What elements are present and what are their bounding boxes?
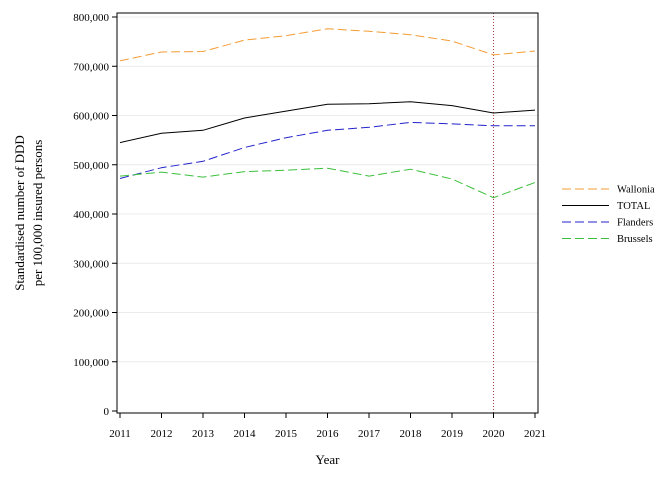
x-tick-label: 2021 bbox=[524, 428, 546, 440]
legend-label-wallonia: Wallonia bbox=[617, 185, 655, 196]
x-tick-label: 2011 bbox=[109, 428, 131, 440]
series-line-wallonia bbox=[119, 28, 536, 62]
x-tick-label: 2016 bbox=[317, 428, 340, 440]
x-axis: 2011 2012 2013 2014 2015 2016 2017 2018 2019 2020… bbox=[109, 413, 546, 440]
y-tick-label: 800,000 bbox=[73, 12, 109, 24]
y-tick-label: 200,000 bbox=[73, 308, 109, 320]
series-line-brussels bbox=[119, 167, 536, 199]
legend-label-brussels: Brussels bbox=[617, 234, 653, 245]
x-tick-label: 2012 bbox=[151, 428, 173, 440]
y-axis-label-line-1: Standardised number of DDD bbox=[12, 135, 27, 291]
x-tick-label: 2020 bbox=[483, 428, 506, 440]
x-tick-label: 2014 bbox=[234, 428, 257, 440]
series-lines bbox=[119, 28, 536, 199]
x-tick-label: 2017 bbox=[358, 428, 381, 440]
legend-label-total: TOTAL bbox=[617, 201, 650, 212]
legend-label-flanders: Flanders bbox=[617, 218, 653, 229]
y-axis-label-line-2: per 100,000 insured persons bbox=[30, 140, 45, 287]
y-axis: 0 100,000 200,000 300,000 400,000 500,000 600,… bbox=[73, 12, 117, 418]
x-tick-label: 2019 bbox=[441, 428, 464, 440]
y-tick-label: 300,000 bbox=[73, 258, 109, 270]
x-tick-label: 2013 bbox=[192, 428, 215, 440]
x-tick-label: 2018 bbox=[400, 428, 423, 440]
gridlines bbox=[117, 16, 538, 363]
y-tick-label: 600,000 bbox=[73, 111, 109, 123]
y-tick-label: 400,000 bbox=[73, 209, 109, 221]
y-tick-label: 100,000 bbox=[73, 357, 109, 369]
x-axis-label: Year bbox=[316, 452, 341, 467]
legend: Wallonia TOTAL Flanders Brussels bbox=[562, 185, 655, 245]
series-line-flanders bbox=[119, 121, 535, 179]
plot-frame bbox=[116, 12, 539, 414]
y-tick-label: 500,000 bbox=[73, 160, 109, 172]
series-line-total bbox=[119, 101, 536, 144]
y-tick-label: 0 bbox=[104, 406, 110, 418]
y-tick-label: 700,000 bbox=[73, 61, 109, 73]
x-tick-label: 2015 bbox=[275, 428, 298, 440]
